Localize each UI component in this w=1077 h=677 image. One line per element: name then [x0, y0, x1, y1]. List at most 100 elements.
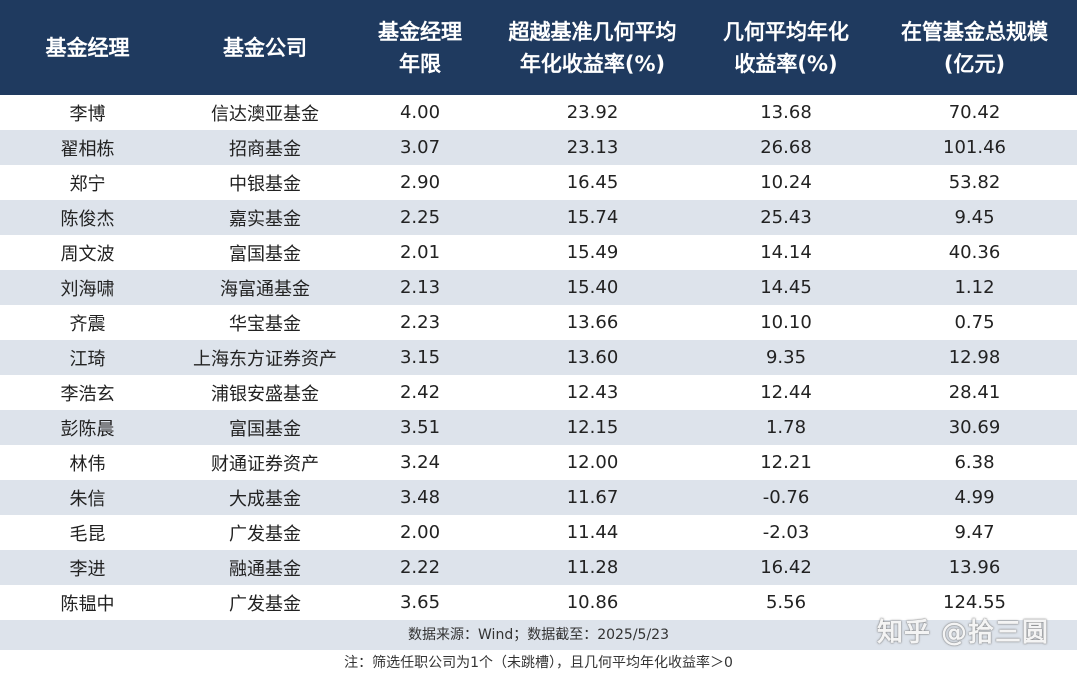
table-row: 周文波 富国基金 2.01 15.49 14.14 40.36	[0, 235, 1077, 270]
watermark: 知乎 @拾三圆	[876, 618, 1049, 648]
manager-name-cell: 陈韫中	[0, 585, 175, 620]
fund-company-cell: 富国基金	[175, 410, 355, 445]
data-source-note: 数据来源：Wind；数据截至：2025/5/23	[0, 620, 1077, 650]
fund-company-cell: 上海东方证券资产	[175, 340, 355, 375]
fund-company-cell: 中银基金	[175, 165, 355, 200]
manager-name-cell: 江琦	[0, 340, 175, 375]
column-header-line: 在管基金总规模	[901, 19, 1048, 44]
tenure-cell: 2.22	[355, 550, 485, 585]
column-header-line: 收益率(%)	[734, 51, 838, 76]
aum-cell: 40.36	[872, 235, 1077, 270]
tenure-cell: 2.23	[355, 305, 485, 340]
table-body: 李博 信达澳亚基金 4.00 23.92 13.68 70.42 翟相栋 招商基金 3.07 23…	[0, 95, 1077, 620]
fund-manager-table: 基金经理 基金公司 基金经理 年限 超越基准几何平均 年化收益率(%) 几何平均年化 收益率(…	[0, 0, 1077, 620]
annual-return-cell: 25.43	[700, 200, 872, 235]
table-row: 郑宁 中银基金 2.90 16.45 10.24 53.82	[0, 165, 1077, 200]
aum-cell: 6.38	[872, 445, 1077, 480]
annual-return-cell: 5.56	[700, 585, 872, 620]
manager-name-cell: 周文波	[0, 235, 175, 270]
excess-return-cell: 13.66	[485, 305, 700, 340]
aum-cell: 28.41	[872, 375, 1077, 410]
excess-return-cell: 16.45	[485, 165, 700, 200]
table-row: 林伟 财通证券资产 3.24 12.00 12.21 6.38	[0, 445, 1077, 480]
table-row: 李浩玄 浦银安盛基金 2.42 12.43 12.44 28.41	[0, 375, 1077, 410]
table-header: 基金经理 基金公司 基金经理 年限 超越基准几何平均 年化收益率(%) 几何平均年化 收益率(…	[0, 0, 1077, 95]
aum-cell: 53.82	[872, 165, 1077, 200]
column-header: 基金经理	[0, 0, 175, 95]
column-header-line: 基金经理	[45, 35, 130, 60]
annual-return-cell: 14.14	[700, 235, 872, 270]
excess-return-cell: 23.92	[485, 95, 700, 130]
manager-name-cell: 彭陈晨	[0, 410, 175, 445]
column-header: 基金经理 年限	[355, 0, 485, 95]
aum-cell: 13.96	[872, 550, 1077, 585]
tenure-cell: 4.00	[355, 95, 485, 130]
excess-return-cell: 12.15	[485, 410, 700, 445]
fund-company-cell: 招商基金	[175, 130, 355, 165]
excess-return-cell: 11.28	[485, 550, 700, 585]
column-header-line: 几何平均年化	[723, 19, 849, 44]
aum-cell: 4.99	[872, 480, 1077, 515]
excess-return-cell: 13.60	[485, 340, 700, 375]
manager-name-cell: 陈俊杰	[0, 200, 175, 235]
fund-company-cell: 浦银安盛基金	[175, 375, 355, 410]
excess-return-cell: 10.86	[485, 585, 700, 620]
column-header-line: 年限	[399, 51, 441, 76]
aum-cell: 0.75	[872, 305, 1077, 340]
aum-cell: 1.12	[872, 270, 1077, 305]
fund-company-cell: 华宝基金	[175, 305, 355, 340]
aum-cell: 70.42	[872, 95, 1077, 130]
aum-cell: 101.46	[872, 130, 1077, 165]
excess-return-cell: 11.67	[485, 480, 700, 515]
manager-name-cell: 李博	[0, 95, 175, 130]
fund-company-cell: 财通证券资产	[175, 445, 355, 480]
tenure-cell: 2.90	[355, 165, 485, 200]
table-row: 毛昆 广发基金 2.00 11.44 -2.03 9.47	[0, 515, 1077, 550]
tenure-cell: 2.13	[355, 270, 485, 305]
annual-return-cell: -0.76	[700, 480, 872, 515]
aum-cell: 30.69	[872, 410, 1077, 445]
tenure-cell: 3.07	[355, 130, 485, 165]
annual-return-cell: 9.35	[700, 340, 872, 375]
manager-name-cell: 朱信	[0, 480, 175, 515]
manager-name-cell: 李浩玄	[0, 375, 175, 410]
annual-return-cell: 1.78	[700, 410, 872, 445]
tenure-cell: 2.42	[355, 375, 485, 410]
fund-company-cell: 融通基金	[175, 550, 355, 585]
fund-company-cell: 大成基金	[175, 480, 355, 515]
table-row: 陈韫中 广发基金 3.65 10.86 5.56 124.55	[0, 585, 1077, 620]
excess-return-cell: 12.00	[485, 445, 700, 480]
manager-name-cell: 林伟	[0, 445, 175, 480]
tenure-cell: 3.15	[355, 340, 485, 375]
column-header: 超越基准几何平均 年化收益率(%)	[485, 0, 700, 95]
annual-return-cell: 10.24	[700, 165, 872, 200]
tenure-cell: 3.51	[355, 410, 485, 445]
excess-return-cell: 23.13	[485, 130, 700, 165]
aum-cell: 12.98	[872, 340, 1077, 375]
aum-cell: 124.55	[872, 585, 1077, 620]
manager-name-cell: 郑宁	[0, 165, 175, 200]
manager-name-cell: 齐震	[0, 305, 175, 340]
manager-name-cell: 刘海啸	[0, 270, 175, 305]
table-row: 齐震 华宝基金 2.23 13.66 10.10 0.75	[0, 305, 1077, 340]
excess-return-cell: 15.74	[485, 200, 700, 235]
table-row: 彭陈晨 富国基金 3.51 12.15 1.78 30.69	[0, 410, 1077, 445]
table-row: 朱信 大成基金 3.48 11.67 -0.76 4.99	[0, 480, 1077, 515]
tenure-cell: 2.01	[355, 235, 485, 270]
fund-company-cell: 广发基金	[175, 515, 355, 550]
tenure-cell: 2.00	[355, 515, 485, 550]
column-header-line: 基金经理	[378, 19, 462, 44]
column-header-line: 年化收益率(%)	[519, 51, 666, 76]
header-row: 基金经理 基金公司 基金经理 年限 超越基准几何平均 年化收益率(%) 几何平均年化 收益率(…	[0, 0, 1077, 95]
fund-company-cell: 信达澳亚基金	[175, 95, 355, 130]
manager-name-cell: 李进	[0, 550, 175, 585]
column-header: 几何平均年化 收益率(%)	[700, 0, 872, 95]
table-row: 陈俊杰 嘉实基金 2.25 15.74 25.43 9.45	[0, 200, 1077, 235]
annual-return-cell: -2.03	[700, 515, 872, 550]
column-header-line: 超越基准几何平均	[508, 19, 677, 44]
excess-return-cell: 15.49	[485, 235, 700, 270]
column-header: 在管基金总规模 (亿元)	[872, 0, 1077, 95]
column-header: 基金公司	[175, 0, 355, 95]
annual-return-cell: 16.42	[700, 550, 872, 585]
fund-company-cell: 富国基金	[175, 235, 355, 270]
